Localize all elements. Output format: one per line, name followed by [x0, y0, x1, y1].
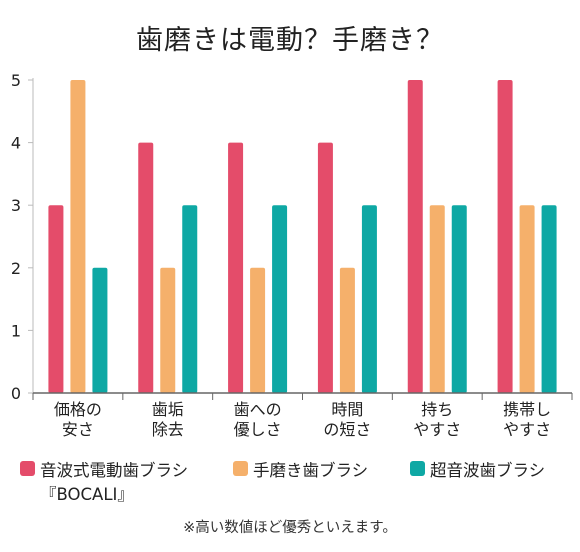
bar-sonic-electric	[497, 80, 513, 393]
y-tick-label: 4	[11, 134, 21, 153]
x-tick-label: 持ちやすさ	[413, 400, 461, 439]
legend-label-ultrasonic: 超音波歯ブラシ	[430, 461, 546, 480]
legend-swatch-sonic-electric	[20, 461, 35, 476]
legend-swatch-ultrasonic	[410, 461, 425, 476]
bar-sonic-electric	[317, 142, 333, 393]
bar-manual	[519, 205, 535, 393]
x-tick-label: 歯への優しさ	[234, 400, 282, 439]
bar-ultrasonic	[541, 205, 557, 393]
bar-ultrasonic	[361, 205, 377, 393]
y-tick-label: 5	[11, 71, 21, 90]
bar-ultrasonic	[272, 205, 288, 393]
y-tick-label: 2	[11, 259, 21, 278]
y-tick-label: 1	[11, 321, 21, 340]
x-tick-label: 時間の短さ	[323, 400, 371, 439]
bar-manual	[429, 205, 445, 393]
bar-ultrasonic	[451, 205, 467, 393]
bar-sonic-electric	[228, 142, 244, 393]
legend-item-ultrasonic: 超音波歯ブラシ	[410, 459, 545, 483]
legend-item-sonic-electric: 音波式電動歯ブラシ『BOCALI』	[20, 459, 225, 507]
bar-manual	[339, 267, 355, 393]
bar-ultrasonic	[182, 205, 198, 393]
bar-manual	[160, 267, 176, 393]
legend-label-sonic-electric: 音波式電動歯ブラシ『BOCALI』	[40, 461, 189, 504]
bar-sonic-electric	[48, 205, 64, 393]
footnote: ※高い数値ほど優秀といえます。	[183, 520, 397, 536]
legend-swatch-manual	[233, 461, 248, 476]
chart-title: 歯磨きは電動？手磨き？	[136, 25, 444, 56]
bar-sonic-electric	[138, 142, 154, 393]
bar-ultrasonic	[92, 267, 108, 393]
bar-manual	[70, 80, 86, 393]
y-tick-label: 3	[11, 196, 21, 215]
legend-label-manual: 手磨き歯ブラシ	[253, 461, 369, 480]
bar-manual	[250, 267, 266, 393]
legend-item-manual: 手磨き歯ブラシ	[233, 459, 368, 483]
x-tick-label: 価格の安さ	[54, 400, 102, 439]
x-tick-label: 携帯しやすさ	[503, 400, 551, 439]
bar-sonic-electric	[407, 80, 423, 393]
x-tick-label: 歯垢除去	[152, 400, 184, 439]
y-tick-label: 0	[11, 384, 21, 403]
